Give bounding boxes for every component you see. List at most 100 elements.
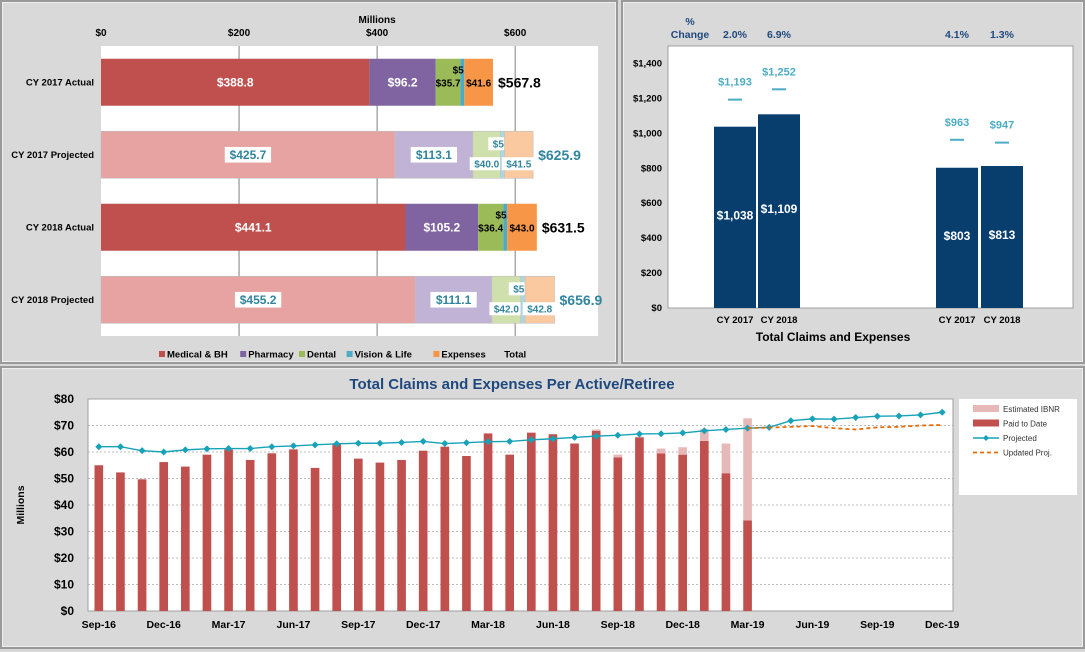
projected-marker [808, 415, 816, 423]
projected-marker [246, 445, 254, 453]
pct-change-label: 4.1% [945, 29, 970, 41]
data-label: $41.5 [506, 159, 531, 170]
data-label-bg [489, 302, 524, 316]
y-tick-label: $40 [54, 498, 74, 512]
projected-label: $947 [990, 120, 1014, 132]
x-category-label: CY 2017 [939, 315, 976, 326]
legend-label: Medical & BH [167, 350, 228, 361]
data-label: $5.7 [493, 139, 513, 150]
y-tick-label: $70 [54, 419, 74, 433]
x-tick-label: Jun-18 [536, 619, 570, 631]
projected-marker [657, 430, 665, 438]
total-label: $656.9 [560, 292, 603, 308]
bar-segment [504, 130, 534, 179]
legend-label: Updated Proj. [1003, 449, 1052, 458]
data-label: $105.2 [423, 220, 460, 234]
data-label: $36.4 [478, 223, 503, 234]
projected-marker [527, 436, 535, 444]
legend-box [959, 399, 1077, 495]
data-label: $388.8 [217, 75, 254, 89]
data-label: $42.8 [527, 304, 552, 315]
projected-label: $963 [945, 117, 969, 129]
projected-marker [895, 412, 903, 420]
paid-bar [289, 449, 298, 611]
projected-marker [203, 445, 211, 453]
x-tick-label: Dec-17 [406, 619, 441, 631]
category-label: CY 2018 Projected [11, 295, 94, 306]
y-tick-label: $200 [641, 268, 662, 279]
legend-swatch [433, 351, 440, 357]
y-tick-label: $800 [641, 163, 662, 174]
legend-label: Vision & Life [355, 350, 412, 361]
paid-bar [635, 437, 644, 611]
paid-bar [613, 457, 623, 611]
legend-label: Paid to Date [1003, 420, 1048, 429]
bar-segment [101, 58, 370, 106]
x-tick-label: Mar-17 [212, 619, 246, 631]
projected-marker [441, 440, 449, 448]
column-bar [714, 126, 756, 308]
data-label: $111.1 [436, 293, 472, 307]
x-category-label: CY 2018 [761, 315, 798, 326]
column-bar [758, 114, 800, 308]
stacked-bar-chart-panel: Millions $0 $200 $400 $600 CY 2017 Actual $388… [0, 0, 618, 364]
paid-bar [353, 458, 363, 611]
paid-bar [137, 479, 147, 611]
y-tick-label: $1,000 [633, 128, 662, 139]
paid-bar [245, 459, 255, 611]
bar-value-label: $803 [944, 229, 971, 243]
paid-bar [678, 454, 688, 611]
data-label-bg [469, 157, 504, 171]
y-tick-label: $30 [54, 525, 74, 539]
y-tick-label: $20 [54, 551, 74, 565]
x-tick-label: Mar-19 [731, 619, 765, 631]
x-tick-label: Jun-17 [277, 619, 311, 631]
y-tick-label: $0 [651, 303, 662, 314]
x-category-label: CY 2018 [984, 315, 1021, 326]
projected-marker [160, 448, 168, 456]
projected-marker [679, 429, 687, 437]
stacked-bar-chart: Millions $0 $200 $400 $600 CY 2017 Actual $388… [11, 15, 603, 361]
ibnr-bar [613, 454, 623, 458]
projected-marker [462, 439, 470, 447]
category-label: CY 2017 Actual [26, 77, 94, 88]
y-tick-label: $10 [54, 578, 74, 592]
paid-bar [224, 449, 233, 611]
paid-bar [743, 520, 752, 611]
data-label: $5.9 [513, 284, 533, 295]
data-label-bg [234, 291, 282, 308]
monthly-claims-chart: Total Claims and Expenses Per Active/Ret… [15, 376, 1077, 631]
y-tick-label: $1,400 [633, 58, 662, 69]
projected-marker [506, 437, 514, 445]
projected-marker [354, 439, 362, 447]
paid-bar [267, 453, 277, 611]
projected-label: $1,252 [762, 66, 796, 78]
monthly-claims-chart-panel: Total Claims and Expenses Per Active/Ret… [0, 366, 1085, 649]
projected-label: $1,193 [718, 77, 752, 89]
y-axis-label: Millions [15, 485, 27, 524]
paid-bar [202, 454, 212, 611]
claims-column-chart: $0 $200 $400 $600 $800 $1,000 $1,200 $1,400%Cha… [633, 16, 1074, 344]
data-label-bg [410, 146, 458, 163]
bar-segment [460, 58, 465, 106]
x-category-label: CY 2017 [717, 315, 754, 326]
projected-marker [938, 408, 946, 416]
projected-marker [549, 435, 557, 443]
projected-marker [268, 443, 276, 451]
paid-bar [375, 462, 385, 611]
total-label: $631.5 [542, 219, 585, 235]
paid-bar [548, 434, 558, 611]
data-label: $5.7 [495, 210, 515, 221]
pct-header: % [685, 16, 695, 28]
ibnr-bar [743, 418, 752, 521]
pct-change-label: 2.0% [723, 29, 748, 41]
x-tick-label: $600 [504, 28, 527, 39]
x-tick-label: Dec-16 [146, 619, 181, 631]
data-label-bg [522, 302, 557, 316]
projected-marker [787, 417, 795, 425]
category-label: CY 2018 Actual [26, 222, 94, 233]
bar-segment [369, 58, 436, 106]
data-label: $113.1 [416, 148, 452, 162]
paid-bar [721, 473, 731, 611]
paid-bar [591, 430, 601, 611]
